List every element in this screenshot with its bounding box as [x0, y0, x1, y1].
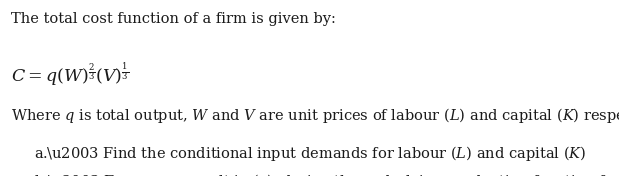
Text: $C = q(W)^{\frac{2}{3}}(V)^{\frac{1}{3}}$: $C = q(W)^{\frac{2}{3}}(V)^{\frac{1}{3}}… [11, 62, 129, 89]
Text: Where $q$ is total output, $W$ and $V$ are unit prices of labour $(L)$ and capit: Where $q$ is total output, $W$ and $V$ a… [11, 106, 619, 125]
Text: a.\u2003 Find the conditional input demands for labour $(L)$ and capital $(K)$: a.\u2003 Find the conditional input dema… [34, 144, 586, 163]
Text: b.\u2003 From your result in (a), derive the underlying production function for : b.\u2003 From your result in (a), derive… [34, 172, 619, 176]
Text: The total cost function of a firm is given by:: The total cost function of a firm is giv… [11, 12, 336, 26]
